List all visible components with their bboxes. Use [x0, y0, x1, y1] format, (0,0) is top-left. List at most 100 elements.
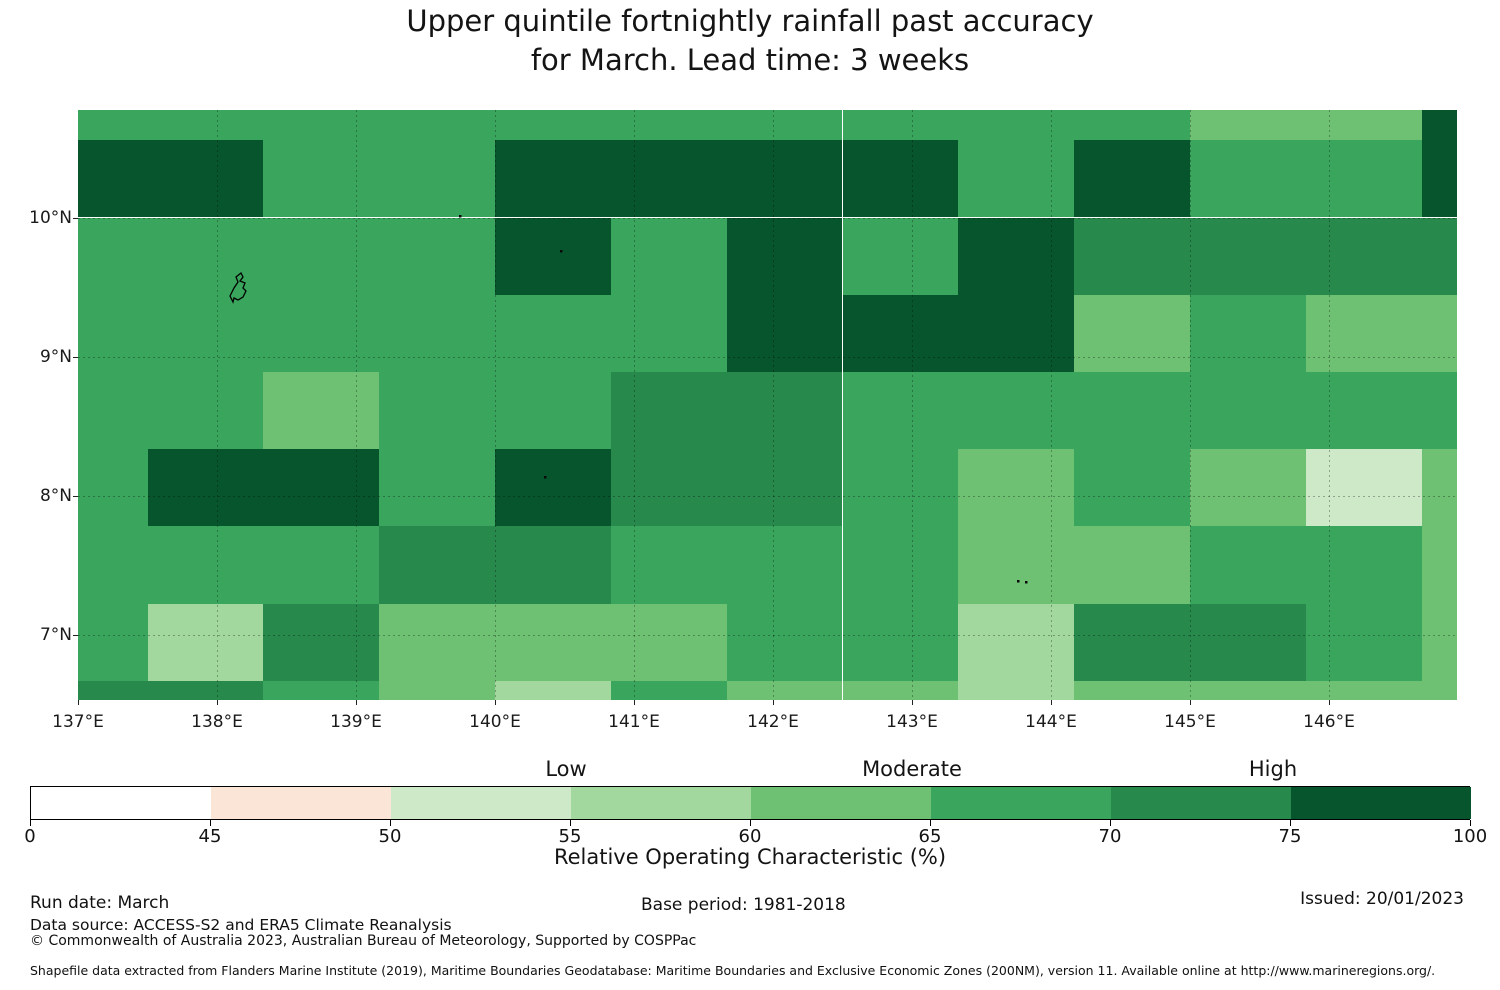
y-axis-tick-label: 7°N: [39, 624, 72, 645]
graticule-parallel: [78, 495, 1457, 497]
heatmap-cell: [1190, 680, 1306, 700]
footer-run-date: Run date: March: [30, 893, 170, 913]
heatmap-cell: [78, 110, 148, 141]
x-axis-tick: [78, 700, 79, 705]
heatmap-canvas: [78, 110, 1457, 700]
colorbar-segment: [571, 787, 751, 819]
colorbar-tick: [750, 820, 751, 826]
heatmap-cell: [1421, 526, 1457, 604]
heatmap-cell: [842, 294, 959, 372]
heatmap-cell: [726, 110, 843, 141]
heatmap-cell: [842, 140, 959, 218]
graticule-meridian: [1051, 110, 1052, 700]
colorbar-tick-label: 75: [1278, 826, 1302, 847]
heatmap-cell: [726, 603, 843, 681]
heatmap-cell: [1421, 603, 1457, 681]
heatmap-cell: [1305, 294, 1422, 372]
colorbar-tick-label: 70: [1098, 826, 1122, 847]
graticule-meridian: [495, 110, 496, 700]
heatmap-cell: [726, 140, 843, 218]
graticule-meridian: [356, 110, 357, 700]
heatmap-cell: [263, 449, 380, 527]
y-axis-tick-label: 10°N: [29, 207, 72, 228]
heatmap-cell: [1190, 449, 1306, 527]
heatmap-cell: [78, 449, 148, 527]
heatmap-cell: [958, 603, 1075, 681]
heatmap-cell: [1421, 217, 1457, 295]
colorbar-tick-label: 45: [198, 826, 222, 847]
heatmap-cell: [958, 217, 1075, 295]
heatmap-cell: [78, 526, 148, 604]
heatmap-cell: [263, 294, 380, 372]
heatmap-cell: [1190, 526, 1306, 604]
chart-title-line2: for March. Lead time: 3 weeks: [530, 43, 970, 77]
x-axis-tick-label: 144°E: [1025, 712, 1077, 732]
legend-label-moderate: Moderate: [862, 757, 962, 781]
heatmap-cell: [1074, 140, 1190, 218]
heatmap-cell: [78, 140, 148, 218]
heatmap-cell: [78, 294, 148, 372]
heatmap-cell: [610, 294, 727, 372]
heatmap-cell: [726, 449, 843, 527]
islet-dot: [459, 215, 462, 218]
heatmap-cell: [379, 140, 495, 218]
graticule-meridian: [217, 110, 218, 700]
x-axis-tick-label: 138°E: [191, 712, 243, 732]
heatmap-cell: [1074, 371, 1190, 450]
heatmap-cell: [842, 526, 959, 604]
heatmap-cell: [495, 371, 611, 450]
heatmap-cell: [78, 680, 148, 700]
footer-base-period: Base period: 1981-2018: [641, 895, 846, 915]
colorbar-tick: [210, 820, 211, 826]
heatmap-cell: [1305, 140, 1422, 218]
colorbar-tick: [1470, 820, 1471, 826]
graticule-meridian: [912, 110, 913, 700]
islet-dot: [1025, 581, 1028, 584]
heatmap-cell: [842, 680, 959, 700]
footer-shapefile-note: Shapefile data extracted from Flanders M…: [30, 963, 1436, 978]
graticule-parallel: [78, 634, 1457, 636]
heatmap-cell: [958, 110, 1075, 141]
heatmap-cell: [263, 217, 380, 295]
heatmap-cell: [1074, 526, 1190, 604]
heatmap-cell: [379, 526, 495, 604]
heatmap-cell: [263, 603, 380, 681]
heatmap-cell: [1305, 680, 1422, 700]
heatmap-cell: [958, 140, 1075, 218]
heatmap-cell: [379, 294, 495, 372]
legend-label-high: High: [1248, 757, 1298, 781]
x-axis-tick-label: 141°E: [608, 712, 660, 732]
heatmap-cell: [1421, 449, 1457, 527]
heatmap-cell: [958, 449, 1075, 527]
heatmap-cell: [1305, 526, 1422, 604]
colorbar-tick-label: 0: [24, 826, 36, 847]
graticule-parallel: [78, 356, 1457, 358]
heatmap-cell: [147, 371, 264, 450]
heatmap-cell: [1074, 449, 1190, 527]
heatmap-cell: [610, 140, 727, 218]
y-axis-tick: [73, 634, 78, 636]
y-axis-tick: [73, 495, 78, 497]
x-axis-tick: [356, 700, 357, 705]
x-axis-tick: [1051, 700, 1052, 705]
heatmap-cell: [1074, 680, 1190, 700]
heatmap-cell: [610, 449, 727, 527]
heatmap-cell: [1074, 294, 1190, 372]
x-axis-tick-label: 140°E: [469, 712, 521, 732]
colorbar: [30, 786, 1471, 820]
legend-label-low: Low: [545, 757, 587, 781]
heatmap-cell: [958, 526, 1075, 604]
heatmap-cell: [1074, 603, 1190, 681]
x-axis-tick-label: 137°E: [52, 712, 104, 732]
heatmap-cell: [1421, 140, 1457, 218]
colorbar-segment: [31, 787, 211, 819]
heatmap-cell: [1190, 294, 1306, 372]
heatmap-cell: [1421, 294, 1457, 372]
heatmap-cell: [379, 449, 495, 527]
heatmap-cell: [495, 110, 611, 141]
islet-dot: [544, 476, 547, 479]
heatmap-cell: [495, 680, 611, 700]
heatmap-cell: [1305, 110, 1422, 141]
heatmap-cell: [1190, 140, 1306, 218]
heatmap-cell: [147, 603, 264, 681]
